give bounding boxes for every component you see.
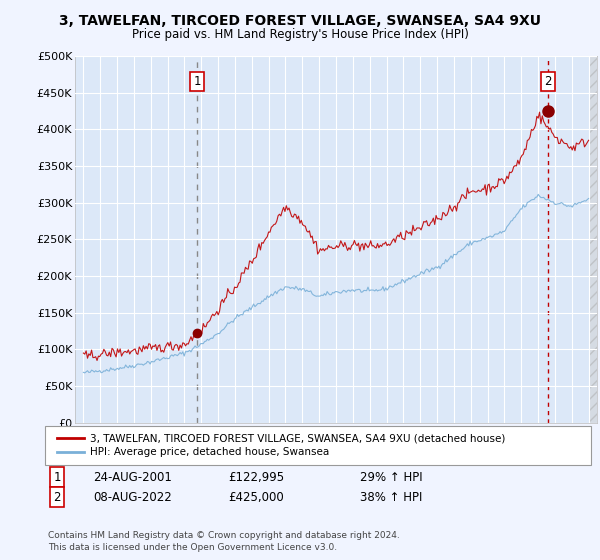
Text: £425,000: £425,000 [228,491,284,504]
Text: HPI: Average price, detached house, Swansea: HPI: Average price, detached house, Swan… [90,447,329,457]
Text: 29% ↑ HPI: 29% ↑ HPI [360,470,422,484]
Text: 2: 2 [53,491,61,504]
Text: 3, TAWELFAN, TIRCOED FOREST VILLAGE, SWANSEA, SA4 9XU (detached house): 3, TAWELFAN, TIRCOED FOREST VILLAGE, SWA… [90,433,505,444]
Text: 24-AUG-2001: 24-AUG-2001 [93,470,172,484]
Text: 1: 1 [53,470,61,484]
Text: 38% ↑ HPI: 38% ↑ HPI [360,491,422,504]
Text: Price paid vs. HM Land Registry's House Price Index (HPI): Price paid vs. HM Land Registry's House … [131,28,469,41]
Bar [589,56,597,423]
Text: 3, TAWELFAN, TIRCOED FOREST VILLAGE, SWANSEA, SA4 9XU: 3, TAWELFAN, TIRCOED FOREST VILLAGE, SWA… [59,14,541,28]
Text: 08-AUG-2022: 08-AUG-2022 [93,491,172,504]
Text: 1: 1 [193,75,201,88]
Text: 2: 2 [544,75,552,88]
Text: Contains HM Land Registry data © Crown copyright and database right 2024.: Contains HM Land Registry data © Crown c… [48,531,400,540]
Text: This data is licensed under the Open Government Licence v3.0.: This data is licensed under the Open Gov… [48,543,337,552]
Text: £122,995: £122,995 [228,470,284,484]
